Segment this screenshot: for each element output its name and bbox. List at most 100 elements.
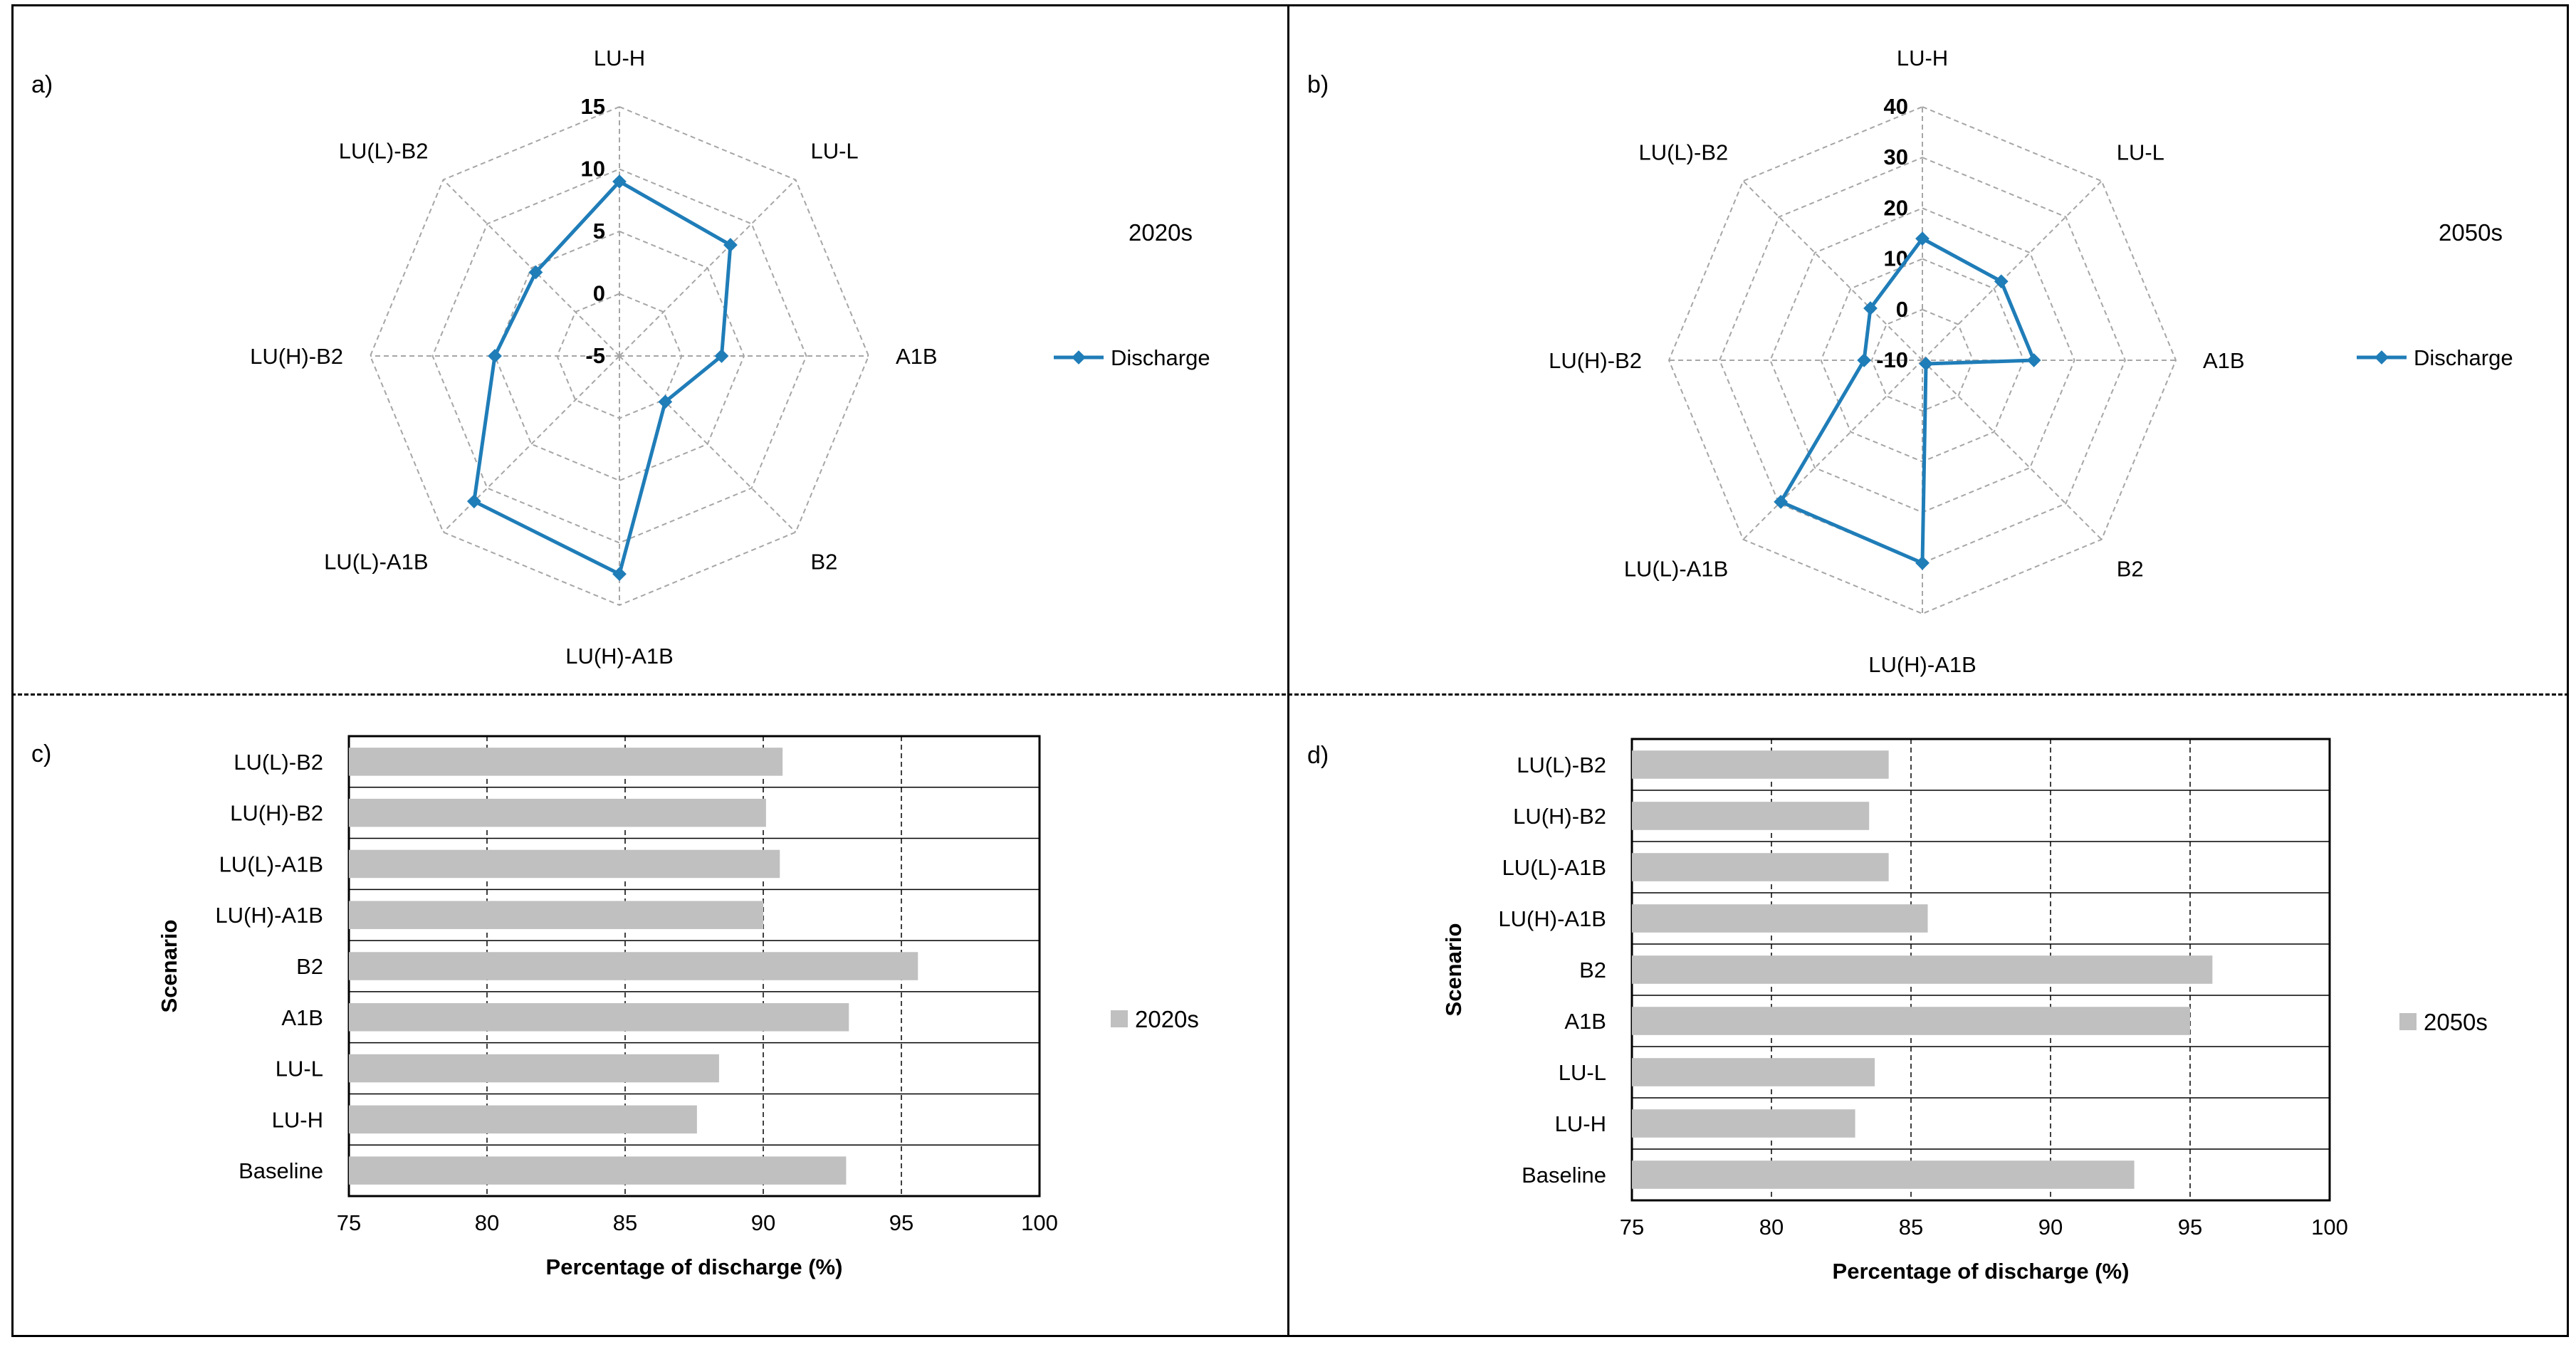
x-tick-label: 90	[2038, 1215, 2063, 1240]
bar	[349, 901, 763, 929]
radar-tick-label: 40	[1884, 94, 1908, 119]
legend-label: 2020s	[1135, 1006, 1199, 1032]
category-label: LU-L	[1559, 1060, 1606, 1085]
vertical-divider	[1287, 4, 1289, 1337]
radar-spoke	[1922, 360, 2103, 540]
bar	[349, 1156, 847, 1185]
radar-tick-label: 20	[1884, 195, 1908, 220]
radar-spoke	[442, 179, 620, 357]
x-tick-label: 95	[2178, 1215, 2202, 1240]
bar-chart-d: LU(L)-B2 LU(H)-B2 LU(L)-A1B LU(H)-A1B B2 A1B L…	[1441, 738, 2488, 1284]
radar-data-point	[1857, 353, 1872, 367]
radar-axis-label: LU-L	[2117, 140, 2164, 164]
radar-data-point	[1915, 555, 1930, 570]
x-tick-label: 80	[1759, 1215, 1784, 1240]
legend-label: Discharge	[1111, 345, 1210, 370]
bar	[1632, 1160, 2135, 1189]
category-label: A1B	[281, 1005, 323, 1030]
x-tick-label: 90	[751, 1210, 775, 1235]
radar-data-point	[658, 394, 673, 409]
x-tick-label: 95	[889, 1210, 913, 1235]
radar-axis-label: LU-H	[1897, 46, 1948, 70]
x-tick-label: 100	[1021, 1210, 1058, 1235]
radar-axis-label: A1B	[896, 344, 938, 369]
legend-label: 2050s	[2424, 1009, 2488, 1035]
radar-gridline	[431, 168, 807, 544]
radar-axis-label: B2	[810, 549, 837, 574]
legend-swatch	[1111, 1010, 1128, 1027]
category-label: LU-L	[276, 1057, 323, 1081]
radar-axis-label: LU(L)-A1B	[324, 549, 428, 574]
radar-chart-a: -5 0 5 10 15 LU-H LU-L A1B B2 LU(H)-A1B LU(L)-A1B L…	[250, 46, 1210, 669]
category-label: B2	[296, 954, 323, 979]
y-axis-title: Scenario	[1441, 923, 1466, 1017]
radar-data-point	[612, 567, 627, 582]
x-tick-label: 85	[1899, 1215, 1923, 1240]
radar-spoke	[619, 179, 797, 357]
radar-axis-label: A1B	[2203, 348, 2245, 373]
category-label: LU(H)-A1B	[215, 903, 323, 928]
category-label: LU-H	[272, 1107, 323, 1132]
x-tick-label: 75	[337, 1210, 361, 1235]
legend-marker	[2375, 350, 2389, 365]
x-tick-label: 75	[1620, 1215, 1644, 1240]
legend-swatch	[2399, 1013, 2417, 1030]
bar	[349, 748, 783, 776]
radar-gridline	[1870, 308, 1974, 412]
radar-axis-label: LU(H)-B2	[250, 344, 343, 369]
panel-letter-a: a)	[31, 71, 53, 98]
bar	[1632, 1058, 1875, 1086]
x-tick-label: 85	[613, 1210, 637, 1235]
bar	[1632, 904, 1928, 933]
radar-axis-label: LU(L)-B2	[1638, 140, 1728, 164]
radar-gridline	[1820, 258, 2025, 463]
radar-tick-label: -5	[585, 343, 605, 368]
radar-data-point	[1863, 301, 1878, 315]
radar-axis-label: LU-L	[810, 139, 858, 164]
radar-axis-label: B2	[2117, 557, 2144, 582]
category-label: LU(L)-B2	[234, 750, 323, 775]
radar-data-point	[2026, 353, 2041, 367]
category-label: LU(H)-B2	[1513, 804, 1606, 829]
bar	[349, 1003, 849, 1032]
category-label: LU(L)-B2	[1517, 753, 1606, 777]
category-label: LU(L)-A1B	[1502, 855, 1606, 880]
radar-data-point	[1994, 274, 2009, 289]
panel-letter-b: b)	[1307, 71, 1329, 98]
radar-tick-label: -10	[1876, 347, 1908, 372]
radar-data-point	[714, 349, 729, 363]
horizontal-divider	[11, 693, 2569, 696]
radar-gridline	[1667, 105, 2177, 615]
figure-frame	[11, 4, 2569, 1337]
bar	[1632, 750, 1889, 779]
radar-gridline	[493, 230, 745, 482]
radar-axis-label: LU(H)-A1B	[1868, 652, 1976, 677]
panel-letter-d: d)	[1307, 742, 1329, 769]
bar	[1632, 853, 1889, 881]
category-label: A1B	[1564, 1009, 1606, 1034]
category-label: B2	[1579, 958, 1606, 982]
x-tick-label: 100	[2311, 1215, 2348, 1240]
bar	[349, 1105, 697, 1134]
bar	[1632, 955, 2213, 984]
period-label: 2050s	[2439, 219, 2503, 246]
bar	[1632, 802, 1870, 830]
radar-tick-label: 5	[593, 219, 605, 243]
bar	[349, 1054, 719, 1083]
radar-tick-label: 15	[581, 94, 605, 119]
bar-chart-c: LU(L)-B2 LU(H)-B2 LU(L)-A1B LU(H)-A1B B2 A1B L…	[157, 735, 1199, 1279]
y-axis-title: Scenario	[157, 920, 182, 1013]
radar-axis-label: LU(L)-A1B	[1624, 557, 1728, 582]
radar-axis-label: LU(H)-A1B	[565, 644, 674, 669]
legend-label: Discharge	[2414, 345, 2513, 370]
radar-tick-label: 30	[1884, 145, 1908, 169]
bar	[349, 849, 780, 879]
category-label: LU(H)-A1B	[1498, 906, 1606, 931]
radar-tick-label: 0	[1896, 297, 1908, 322]
category-label: LU(H)-B2	[230, 801, 323, 826]
x-tick-label: 80	[475, 1210, 499, 1235]
radar-data-point	[1919, 357, 1933, 371]
radar-chart-b: -10 0 10 20 30 40 LU-H LU-L A1B B2 LU(H)-A1B LU(L)-…	[1549, 46, 2513, 677]
radar-tick-label: 10	[581, 157, 605, 182]
